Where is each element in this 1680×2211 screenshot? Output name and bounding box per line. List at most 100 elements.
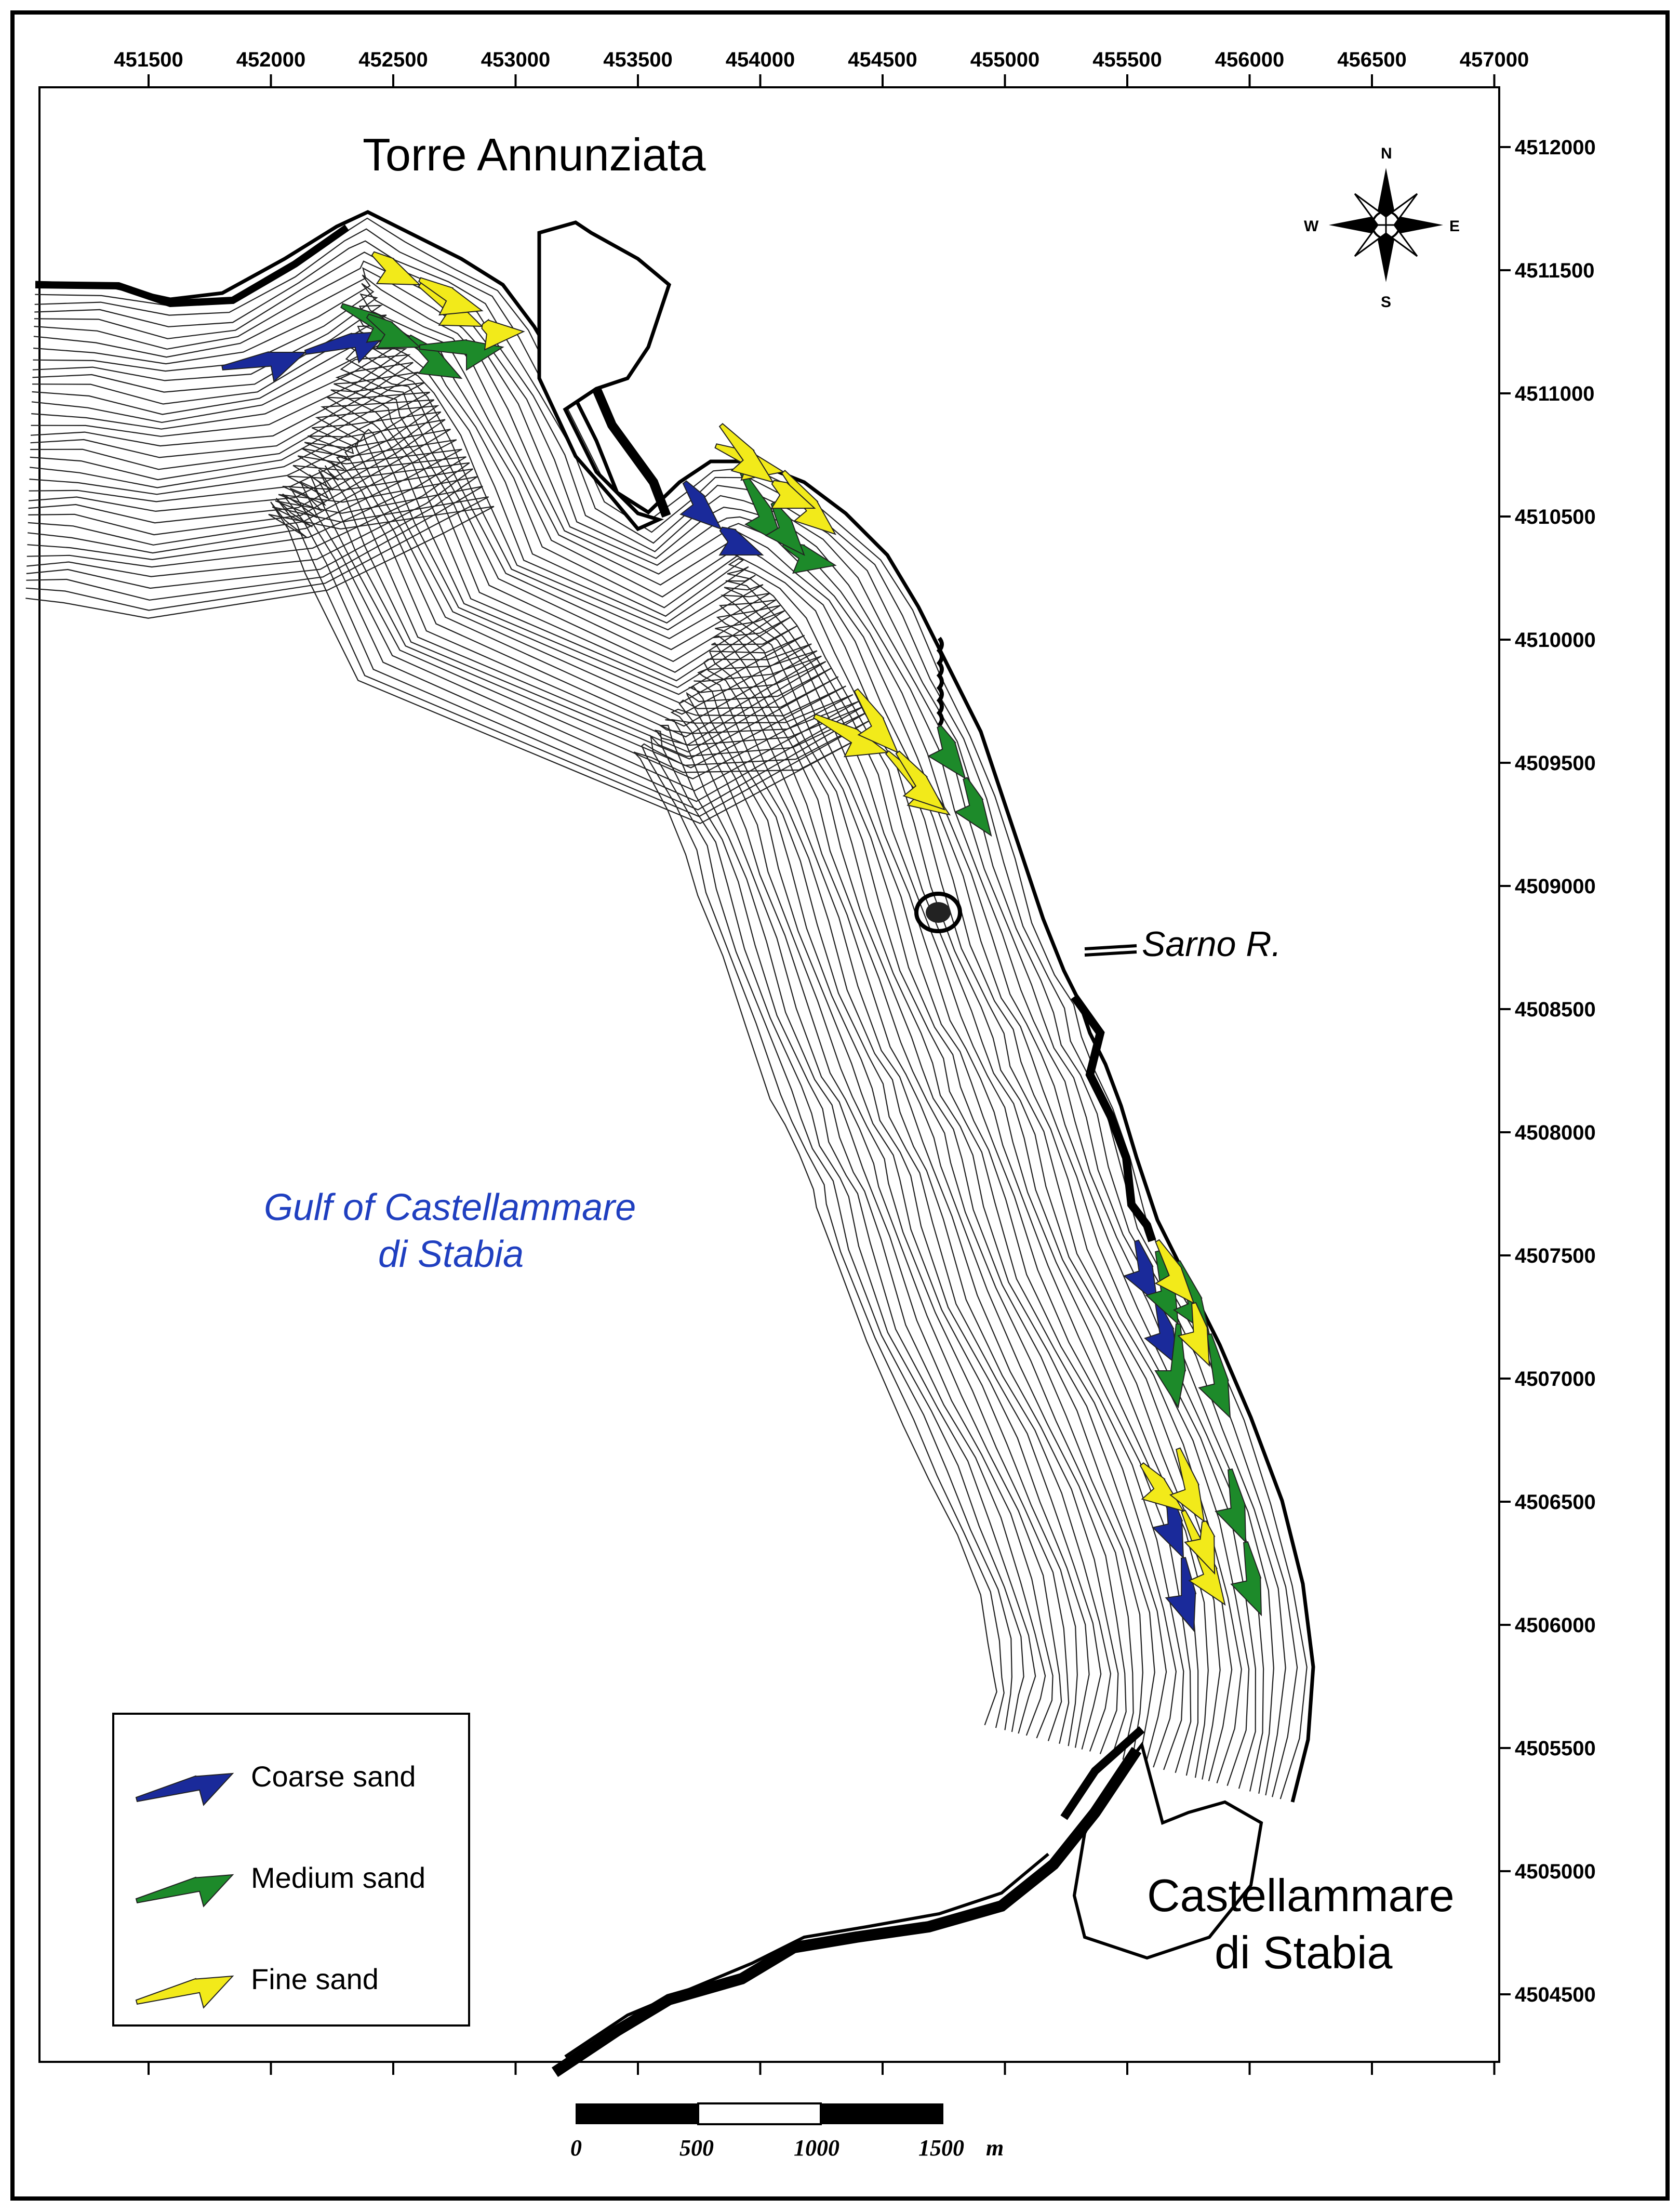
y-tick-label: 4506000	[1515, 1614, 1596, 1637]
fine-sand-arrow	[718, 422, 775, 483]
compass-w-label: W	[1304, 218, 1319, 235]
castellammare-port	[1072, 1741, 1263, 1960]
legend-label: Fine sand	[251, 1963, 379, 1995]
medium-sand-arrow	[1198, 1333, 1231, 1419]
scale-label-0: 0	[570, 2135, 582, 2161]
compass-west-point	[1329, 216, 1386, 234]
bathymetric-map: 451500 452000 452500 453000 453500 454000 4545…	[25, 48, 1596, 2161]
torre-annunziata-harbour	[537, 220, 672, 532]
scale-unit: m	[986, 2135, 1004, 2161]
y-tick-label: 4509000	[1515, 875, 1596, 898]
scale-segment-1	[576, 2103, 698, 2124]
map-frame: 451500 452000 452500 453000 453500 454000 4545…	[10, 10, 1670, 2201]
legend-arrow	[135, 1975, 234, 2009]
x-tick-label-top: 451500	[114, 48, 183, 71]
fine-sand-arrow	[770, 480, 816, 509]
scale-bar: 0 500 1000 1500 m	[570, 2102, 1004, 2161]
coarse-sand-arrow	[221, 351, 307, 383]
x-tick-label-top: 456500	[1337, 48, 1406, 71]
x-tick-label-top: 455000	[970, 48, 1039, 71]
plot-border	[38, 86, 1500, 2063]
legend-box	[112, 1713, 470, 2027]
x-tick-label-top: 453000	[481, 48, 550, 71]
place-label-gulf-line1: Gulf of Castellammare	[264, 1187, 636, 1228]
place-label-torre-annunziata: Torre Annunziata	[363, 129, 705, 180]
fine-sand-arrow	[481, 319, 525, 351]
scale-segment-3	[821, 2103, 943, 2124]
legend-label: Medium sand	[251, 1861, 425, 1894]
sorrento-coast-contour	[564, 1852, 1049, 2058]
fine-sand-arrow	[1177, 1302, 1210, 1367]
compass-s-label: S	[1381, 294, 1391, 311]
y-tick-label: 4507500	[1515, 1244, 1596, 1267]
fine-sand-arrow	[854, 688, 899, 753]
scale-label-1500: 1500	[918, 2135, 964, 2161]
west-coast-strip	[35, 224, 350, 308]
place-label-sarno-river: Sarno R.	[1142, 924, 1281, 964]
x-tick-label-top: 454000	[726, 48, 795, 71]
compass-north-point	[1377, 168, 1395, 225]
y-tick-label: 4511500	[1515, 259, 1595, 282]
y-tick-label: 4505000	[1515, 1860, 1596, 1883]
coarse-sand-arrow	[1123, 1239, 1158, 1305]
groynes	[936, 637, 944, 727]
fine-sand-arrow	[1139, 1462, 1185, 1512]
y-tick-label: 4507000	[1515, 1368, 1596, 1391]
legend-arrow	[135, 1772, 234, 1806]
medium-sand-arrow	[366, 313, 421, 349]
medium-sand-arrow	[1154, 1323, 1186, 1409]
x-tick-label-top: 455500	[1092, 48, 1162, 71]
sediment-arrows	[221, 251, 1262, 1632]
fine-sand-arrow	[1184, 1520, 1216, 1575]
x-tick-label-top: 452000	[236, 48, 305, 71]
torre-breakwater-south	[1071, 994, 1156, 1242]
place-label-castellammare-line1: Castellammare	[1147, 1870, 1455, 1921]
y-tick-label: 4505500	[1515, 1737, 1596, 1760]
harbour-breakwater	[592, 387, 671, 518]
y-tick-label: 4508500	[1515, 998, 1596, 1021]
fine-sand-arrow	[1154, 1239, 1195, 1305]
y-tick-label: 4509500	[1515, 752, 1596, 775]
coarse-sand-arrow	[718, 526, 764, 556]
y-tick-label: 4504500	[1515, 1983, 1596, 2006]
sorrento-coast	[551, 1746, 1142, 2077]
compass-e-label: E	[1449, 218, 1460, 235]
bathymetric-contours	[25, 217, 1308, 1799]
compass-n-label: N	[1381, 145, 1392, 162]
y-tick-label: 4512000	[1515, 136, 1596, 159]
legend-arrow	[135, 1874, 234, 1908]
coarse-sand-arrow	[679, 480, 723, 530]
x-tick-label-top: 452500	[358, 48, 428, 71]
medium-sand-arrow	[954, 777, 992, 837]
y-tick-label: 4506500	[1515, 1491, 1596, 1514]
sarno-river-channel	[1084, 944, 1137, 957]
medium-sand-arrow	[419, 339, 504, 371]
compass-east-point	[1386, 216, 1443, 234]
x-tick-label-top: 457000	[1460, 48, 1529, 71]
scale-segment-2	[697, 2102, 822, 2125]
place-label-castellammare-line2: di Stabia	[1215, 1927, 1393, 1978]
castellammare-breakwater	[1060, 1726, 1145, 1820]
x-tick-label-top: 453500	[603, 48, 672, 71]
x-axis-bottom	[148, 2062, 1496, 2075]
legend: Coarse sand Medium sand Fine sand	[112, 1713, 470, 2027]
medium-sand-arrow	[1230, 1541, 1262, 1617]
x-axis-top: 451500 452000 452500 453000 453500 454000 4545…	[114, 48, 1529, 87]
fine-sand-arrow	[895, 750, 946, 811]
fine-sand-arrow	[1169, 1447, 1205, 1523]
compass-rose: N S E W	[1304, 145, 1460, 311]
fine-sand-arrow	[371, 251, 421, 286]
rock-islet	[914, 892, 962, 933]
fine-sand-arrow	[418, 277, 484, 316]
y-axis-right: 4512000 4511500 4511000 4510500 4510000 45095…	[1499, 136, 1596, 2006]
y-tick-label: 4508000	[1515, 1121, 1596, 1144]
place-label-gulf-line2: di Stabia	[378, 1234, 524, 1275]
y-tick-label: 4510500	[1515, 506, 1596, 528]
y-tick-label: 4510000	[1515, 629, 1596, 652]
x-tick-label-top: 454500	[848, 48, 917, 71]
scale-label-1000: 1000	[794, 2135, 839, 2161]
scale-label-500: 500	[679, 2135, 714, 2161]
medium-sand-arrow	[927, 724, 966, 780]
legend-label: Coarse sand	[251, 1760, 416, 1793]
medium-sand-arrow	[1215, 1468, 1247, 1544]
